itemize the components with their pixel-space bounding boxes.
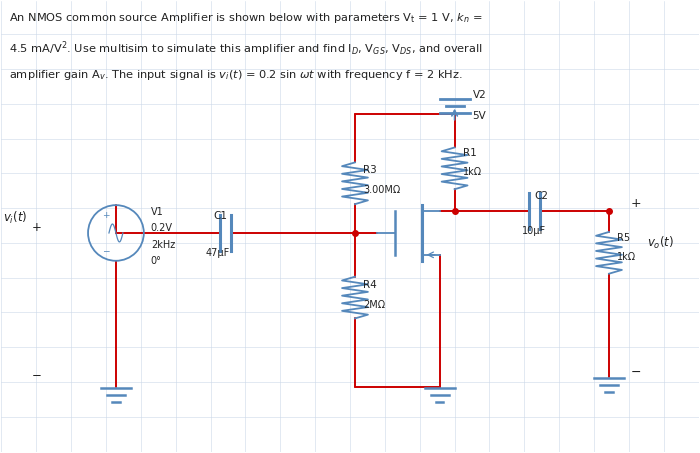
Text: 10μF: 10μF <box>522 226 547 236</box>
Text: 1kΩ: 1kΩ <box>617 252 636 262</box>
Text: $v_i(t)$: $v_i(t)$ <box>4 210 28 226</box>
Text: R5: R5 <box>617 233 630 243</box>
Text: 2MΩ: 2MΩ <box>363 299 385 309</box>
Text: +: + <box>631 197 641 210</box>
Text: $v_o(t)$: $v_o(t)$ <box>647 235 674 251</box>
Text: R1: R1 <box>463 149 476 159</box>
Text: 4.5 mA/V$^2$. Use multisim to simulate this amplifier and find I$_D$, V$_{GS}$, : 4.5 mA/V$^2$. Use multisim to simulate t… <box>9 40 483 58</box>
Text: −: − <box>631 366 641 379</box>
Text: 3.00MΩ: 3.00MΩ <box>363 185 400 195</box>
Text: An NMOS common source Amplifier is shown below with parameters V$_\mathregular{t: An NMOS common source Amplifier is shown… <box>9 11 483 25</box>
Text: −: − <box>32 369 41 381</box>
Text: C2: C2 <box>534 191 548 201</box>
Text: C1: C1 <box>214 211 228 221</box>
Text: V2: V2 <box>473 90 486 100</box>
Text: 0.2V: 0.2V <box>150 223 173 233</box>
Text: +: + <box>102 211 110 220</box>
Text: 0°: 0° <box>150 256 162 266</box>
Text: −: − <box>102 246 110 255</box>
Text: R3: R3 <box>363 165 377 175</box>
Text: R4: R4 <box>363 280 377 289</box>
Text: 5V: 5V <box>473 111 486 120</box>
Text: V1: V1 <box>150 207 164 217</box>
Text: +: + <box>32 222 41 235</box>
Text: amplifier gain A$_v$. The input signal is $v_i(t)$ = 0.2 sin $\omega t$ with fre: amplifier gain A$_v$. The input signal i… <box>9 68 463 82</box>
Text: 47μF: 47μF <box>206 248 230 258</box>
Text: 1kΩ: 1kΩ <box>463 167 482 177</box>
Text: 2kHz: 2kHz <box>150 240 175 250</box>
